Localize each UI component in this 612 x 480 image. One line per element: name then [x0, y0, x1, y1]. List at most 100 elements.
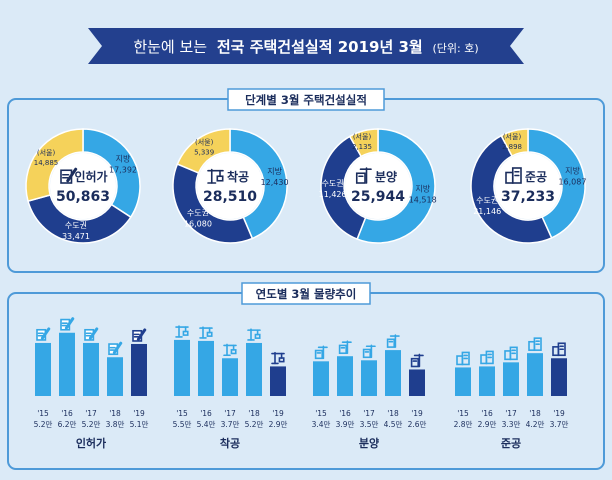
apartment-buildings-icon — [480, 350, 494, 365]
bar — [246, 342, 262, 396]
bar — [361, 360, 377, 396]
bar-value-label: 5.5만 — [173, 420, 192, 429]
bar-category-label: '15 — [37, 409, 49, 418]
bar-category-label: '17 — [224, 409, 236, 418]
donut-slice-seoul — [176, 128, 231, 174]
bar-value-label: 4.5만 — [384, 420, 403, 429]
donut-slice-local — [229, 128, 288, 240]
apartment-buildings-icon — [504, 346, 518, 361]
donut-slice-local — [527, 128, 586, 239]
bar — [337, 356, 353, 396]
bar-value-label: 3.7만 — [550, 420, 569, 429]
bar-charts: '155.2만'166.2만'175.2만'183.8만'195.1만인허가'1… — [34, 317, 569, 450]
slice-value-local: 12,430 — [261, 178, 289, 187]
bar-category-label: '19 — [553, 409, 565, 418]
bar-value-label: 5.2만 — [82, 420, 101, 429]
bar-category-label: '19 — [272, 409, 284, 418]
bar-category-label: '16 — [61, 409, 73, 418]
apartment-buildings-icon — [552, 342, 566, 357]
permit-pen-icon — [108, 341, 123, 356]
bar-value-label: 3.9만 — [336, 420, 355, 429]
donut-chart: 인허가 50,863 지방 17,392 수도권 33,471 (서울) 14,885 — [25, 128, 141, 244]
bar — [551, 358, 567, 396]
slice-label-local: 지방 — [267, 166, 282, 176]
building-construction-icon — [338, 340, 352, 355]
permit-pen-icon — [132, 328, 147, 342]
building-construction-icon — [362, 344, 376, 359]
slice-value-capital: 33,471 — [62, 232, 90, 241]
bar-value-label: 5.1만 — [130, 420, 149, 429]
apartment-buildings-icon — [505, 167, 522, 184]
bar — [385, 350, 401, 396]
slice-label-local: 지방 — [116, 153, 131, 163]
donut-total: 50,863 — [56, 189, 110, 205]
section-title-box-trend — [241, 282, 371, 305]
donut-total: 37,233 — [501, 189, 555, 205]
bar — [270, 366, 286, 396]
slice-value-capital: 16,080 — [184, 219, 212, 228]
bar-value-label: 3.5만 — [360, 420, 379, 429]
bar — [479, 366, 495, 396]
bar-category-label: '16 — [481, 409, 493, 418]
apartment-buildings-icon — [528, 337, 542, 351]
bar — [503, 362, 519, 396]
banner-title: 한눈에 보는 전국 주택건설실적 2019년 3월 (단위: 호) — [133, 38, 478, 56]
slice-label-local: 지방 — [415, 183, 430, 193]
bar-category-label: '17 — [505, 409, 517, 418]
bar-category-label: '15 — [457, 409, 469, 418]
bar-value-label: 3.8만 — [106, 420, 125, 429]
bar-value-label: 2.9만 — [269, 420, 288, 429]
crane-icon — [247, 328, 261, 341]
bar-category-label: '17 — [85, 409, 97, 418]
bar — [107, 357, 123, 396]
section-title-box-stages — [227, 88, 385, 111]
crane-icon — [175, 325, 189, 338]
building-construction-icon — [410, 353, 424, 368]
bar-value-label: 3.3만 — [502, 420, 521, 429]
bar-category-label: '16 — [339, 409, 351, 418]
donut-slice-seoul — [348, 128, 379, 158]
permit-pen-icon — [84, 327, 99, 341]
donut-chart: 준공 37,233 지방 16,087 수도권 21,146 (서울) 2,898 — [470, 128, 586, 244]
slice-label-local: 지방 — [565, 165, 580, 175]
permit-pen-icon — [60, 317, 75, 331]
slice-value-seoul: 5,339 — [194, 148, 214, 156]
crane-icon — [207, 168, 224, 184]
bar — [59, 332, 75, 396]
bar-category-label: '19 — [133, 409, 145, 418]
bar — [83, 342, 99, 396]
donut-slice-seoul — [500, 128, 529, 157]
bar — [313, 361, 329, 396]
donut-title: 인허가 — [74, 169, 107, 184]
apartment-buildings-icon — [456, 351, 470, 366]
bar — [131, 343, 147, 396]
bar-value-label: 3.4만 — [312, 420, 331, 429]
slice-label-capital: 수도권 — [65, 220, 87, 230]
donut-title: 착공 — [227, 169, 249, 184]
donut-total: 25,944 — [351, 189, 405, 205]
bar-value-label: 2.9만 — [478, 420, 497, 429]
donut-slice-capital — [172, 163, 254, 244]
crane-icon — [271, 351, 285, 365]
banner-prefix: 한눈에 보는 — [133, 38, 207, 56]
permit-pen-icon — [60, 167, 78, 184]
donut-chart: 분양 25,944 지방 14,518 수도권 11,426 (서울) 2,135 — [319, 128, 437, 244]
donut-slice-capital — [320, 135, 367, 241]
building-construction-icon — [355, 167, 372, 184]
bar-value-label: 5.2만 — [34, 420, 53, 429]
slice-value-local: 17,392 — [109, 165, 137, 174]
bar-value-label: 5.2만 — [245, 420, 264, 429]
slice-label-capital: 수도권 — [187, 207, 209, 217]
bar-category-label: '18 — [387, 409, 399, 418]
slice-value-capital: 11,426 — [319, 190, 347, 199]
slice-value-seoul: 14,885 — [34, 159, 59, 167]
building-construction-icon — [314, 345, 328, 360]
section-title-stages: 단계별 3월 주택건설실적 — [245, 93, 367, 107]
bar-category-label: '18 — [529, 409, 541, 418]
building-construction-icon — [386, 334, 400, 348]
slice-value-seoul: 2,135 — [352, 143, 372, 151]
